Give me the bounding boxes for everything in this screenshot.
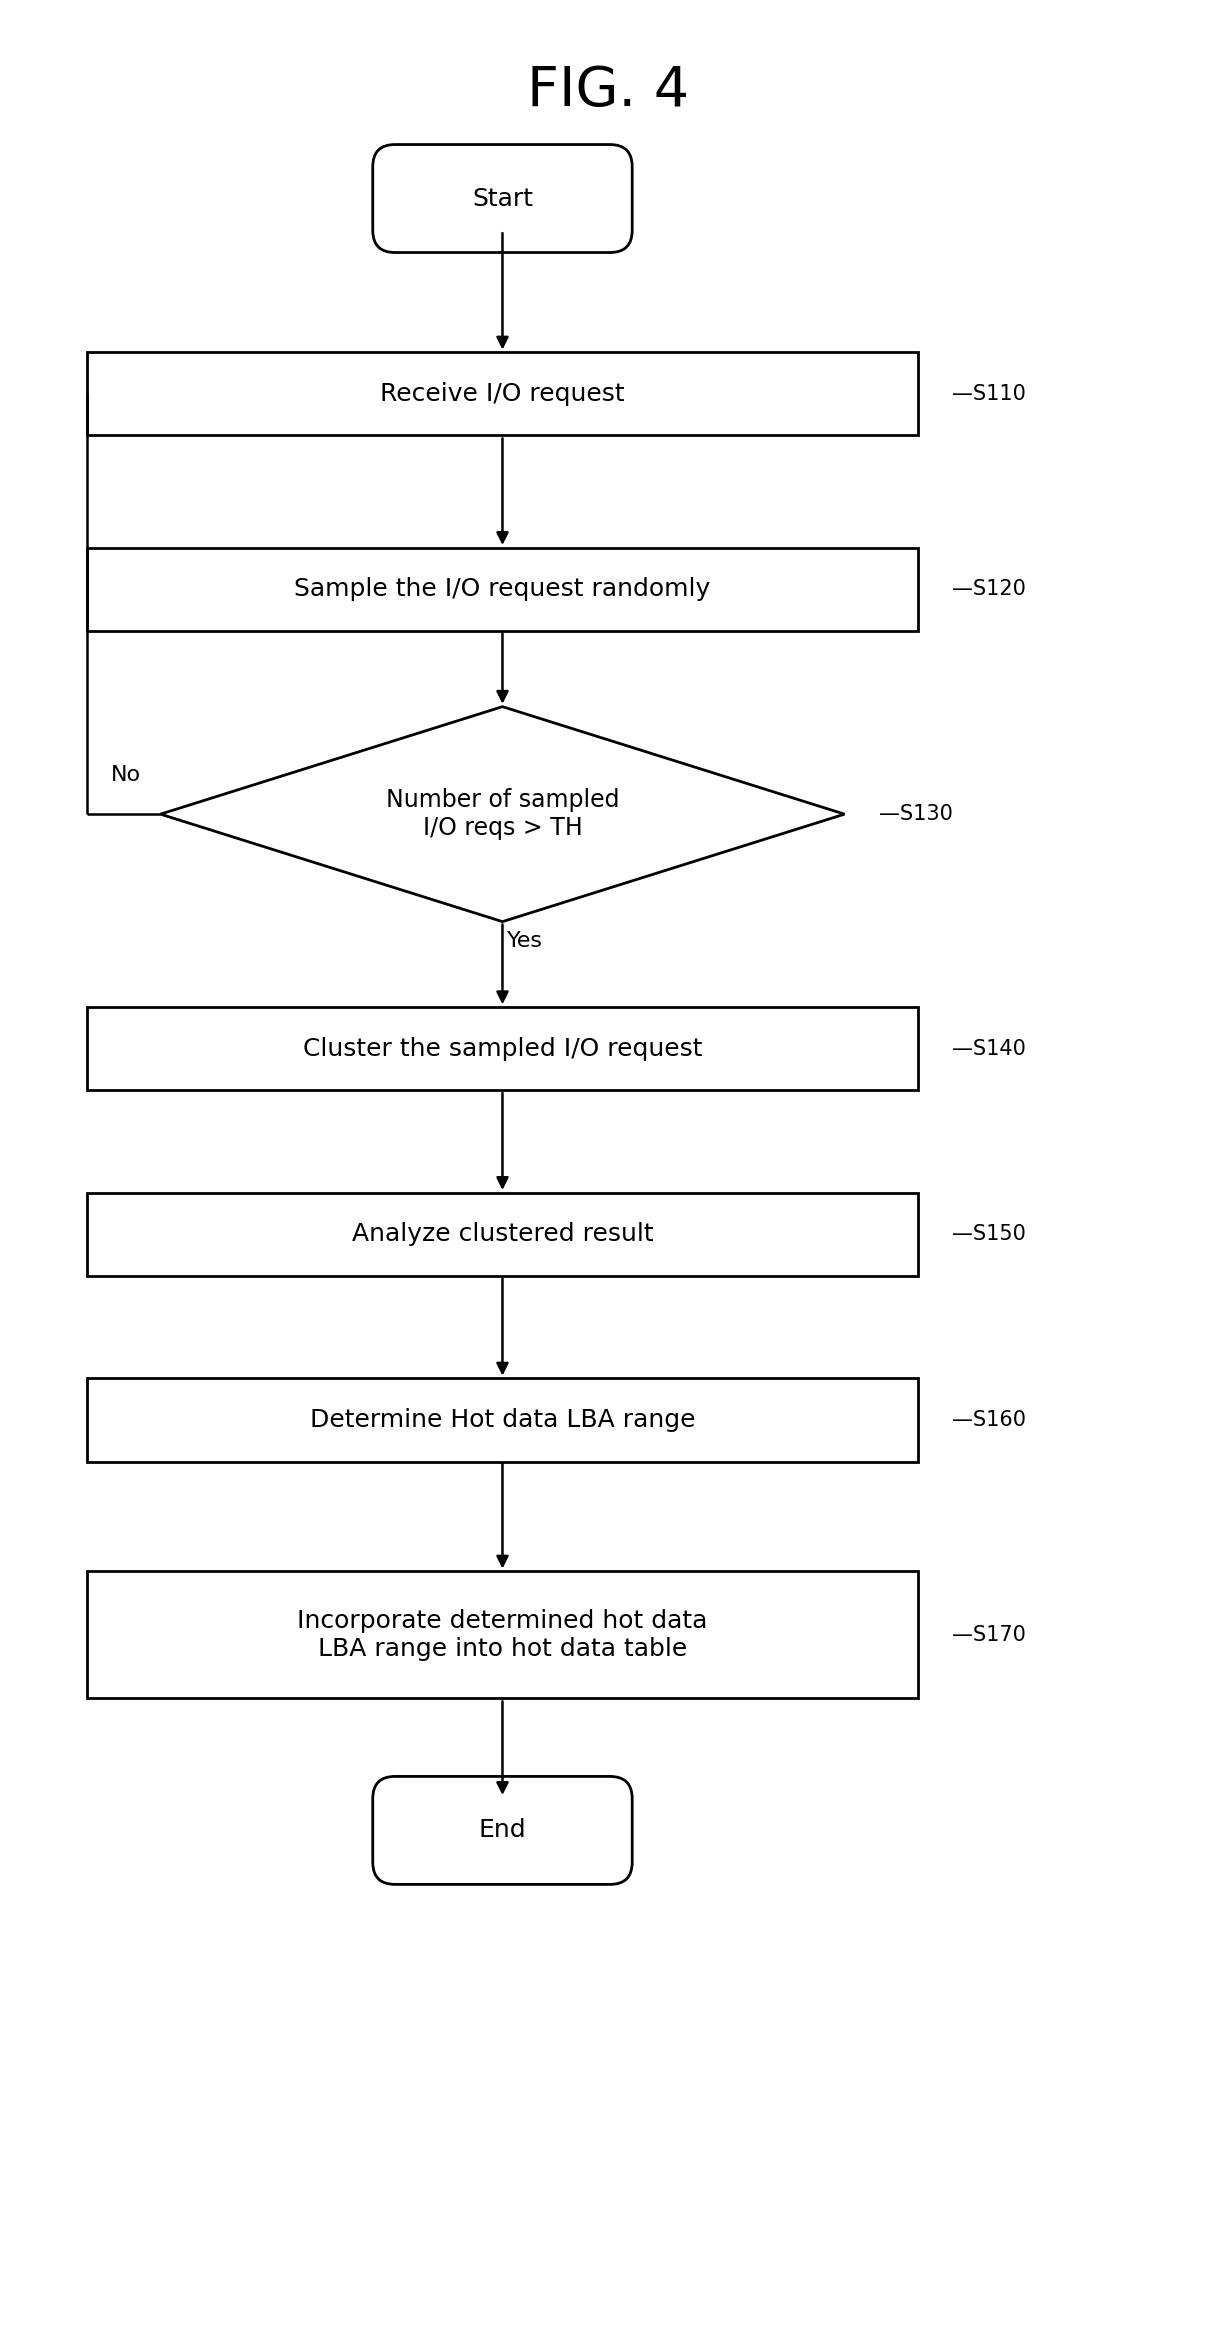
- FancyBboxPatch shape: [88, 1572, 918, 1698]
- Text: No: No: [111, 765, 141, 784]
- Text: —S110: —S110: [952, 384, 1026, 405]
- Polygon shape: [161, 707, 845, 921]
- Text: Incorporate determined hot data
LBA range into hot data table: Incorporate determined hot data LBA rang…: [297, 1610, 707, 1661]
- Text: FIG. 4: FIG. 4: [527, 65, 690, 119]
- Text: Yes: Yes: [507, 930, 543, 951]
- Text: Cluster the sampled I/O request: Cluster the sampled I/O request: [303, 1037, 702, 1061]
- Text: —S140: —S140: [952, 1040, 1026, 1058]
- Text: Receive I/O request: Receive I/O request: [380, 381, 624, 407]
- Text: —S170: —S170: [952, 1626, 1026, 1644]
- Text: Number of sampled
I/O reqs > TH: Number of sampled I/O reqs > TH: [386, 789, 619, 840]
- Text: —S160: —S160: [952, 1410, 1026, 1430]
- Text: Determine Hot data LBA range: Determine Hot data LBA range: [309, 1407, 695, 1433]
- FancyBboxPatch shape: [88, 1193, 918, 1277]
- FancyBboxPatch shape: [88, 1379, 918, 1461]
- FancyBboxPatch shape: [88, 1007, 918, 1091]
- Text: End: End: [478, 1819, 526, 1842]
- FancyBboxPatch shape: [372, 144, 632, 254]
- FancyBboxPatch shape: [88, 354, 918, 435]
- FancyBboxPatch shape: [372, 1777, 632, 1884]
- Text: Sample the I/O request randomly: Sample the I/O request randomly: [295, 577, 711, 602]
- Text: —S130: —S130: [879, 805, 953, 823]
- Text: Start: Start: [472, 186, 533, 212]
- Text: —S150: —S150: [952, 1223, 1026, 1244]
- FancyBboxPatch shape: [88, 549, 918, 630]
- Text: —S120: —S120: [952, 579, 1026, 600]
- Text: Analyze clustered result: Analyze clustered result: [352, 1223, 654, 1247]
